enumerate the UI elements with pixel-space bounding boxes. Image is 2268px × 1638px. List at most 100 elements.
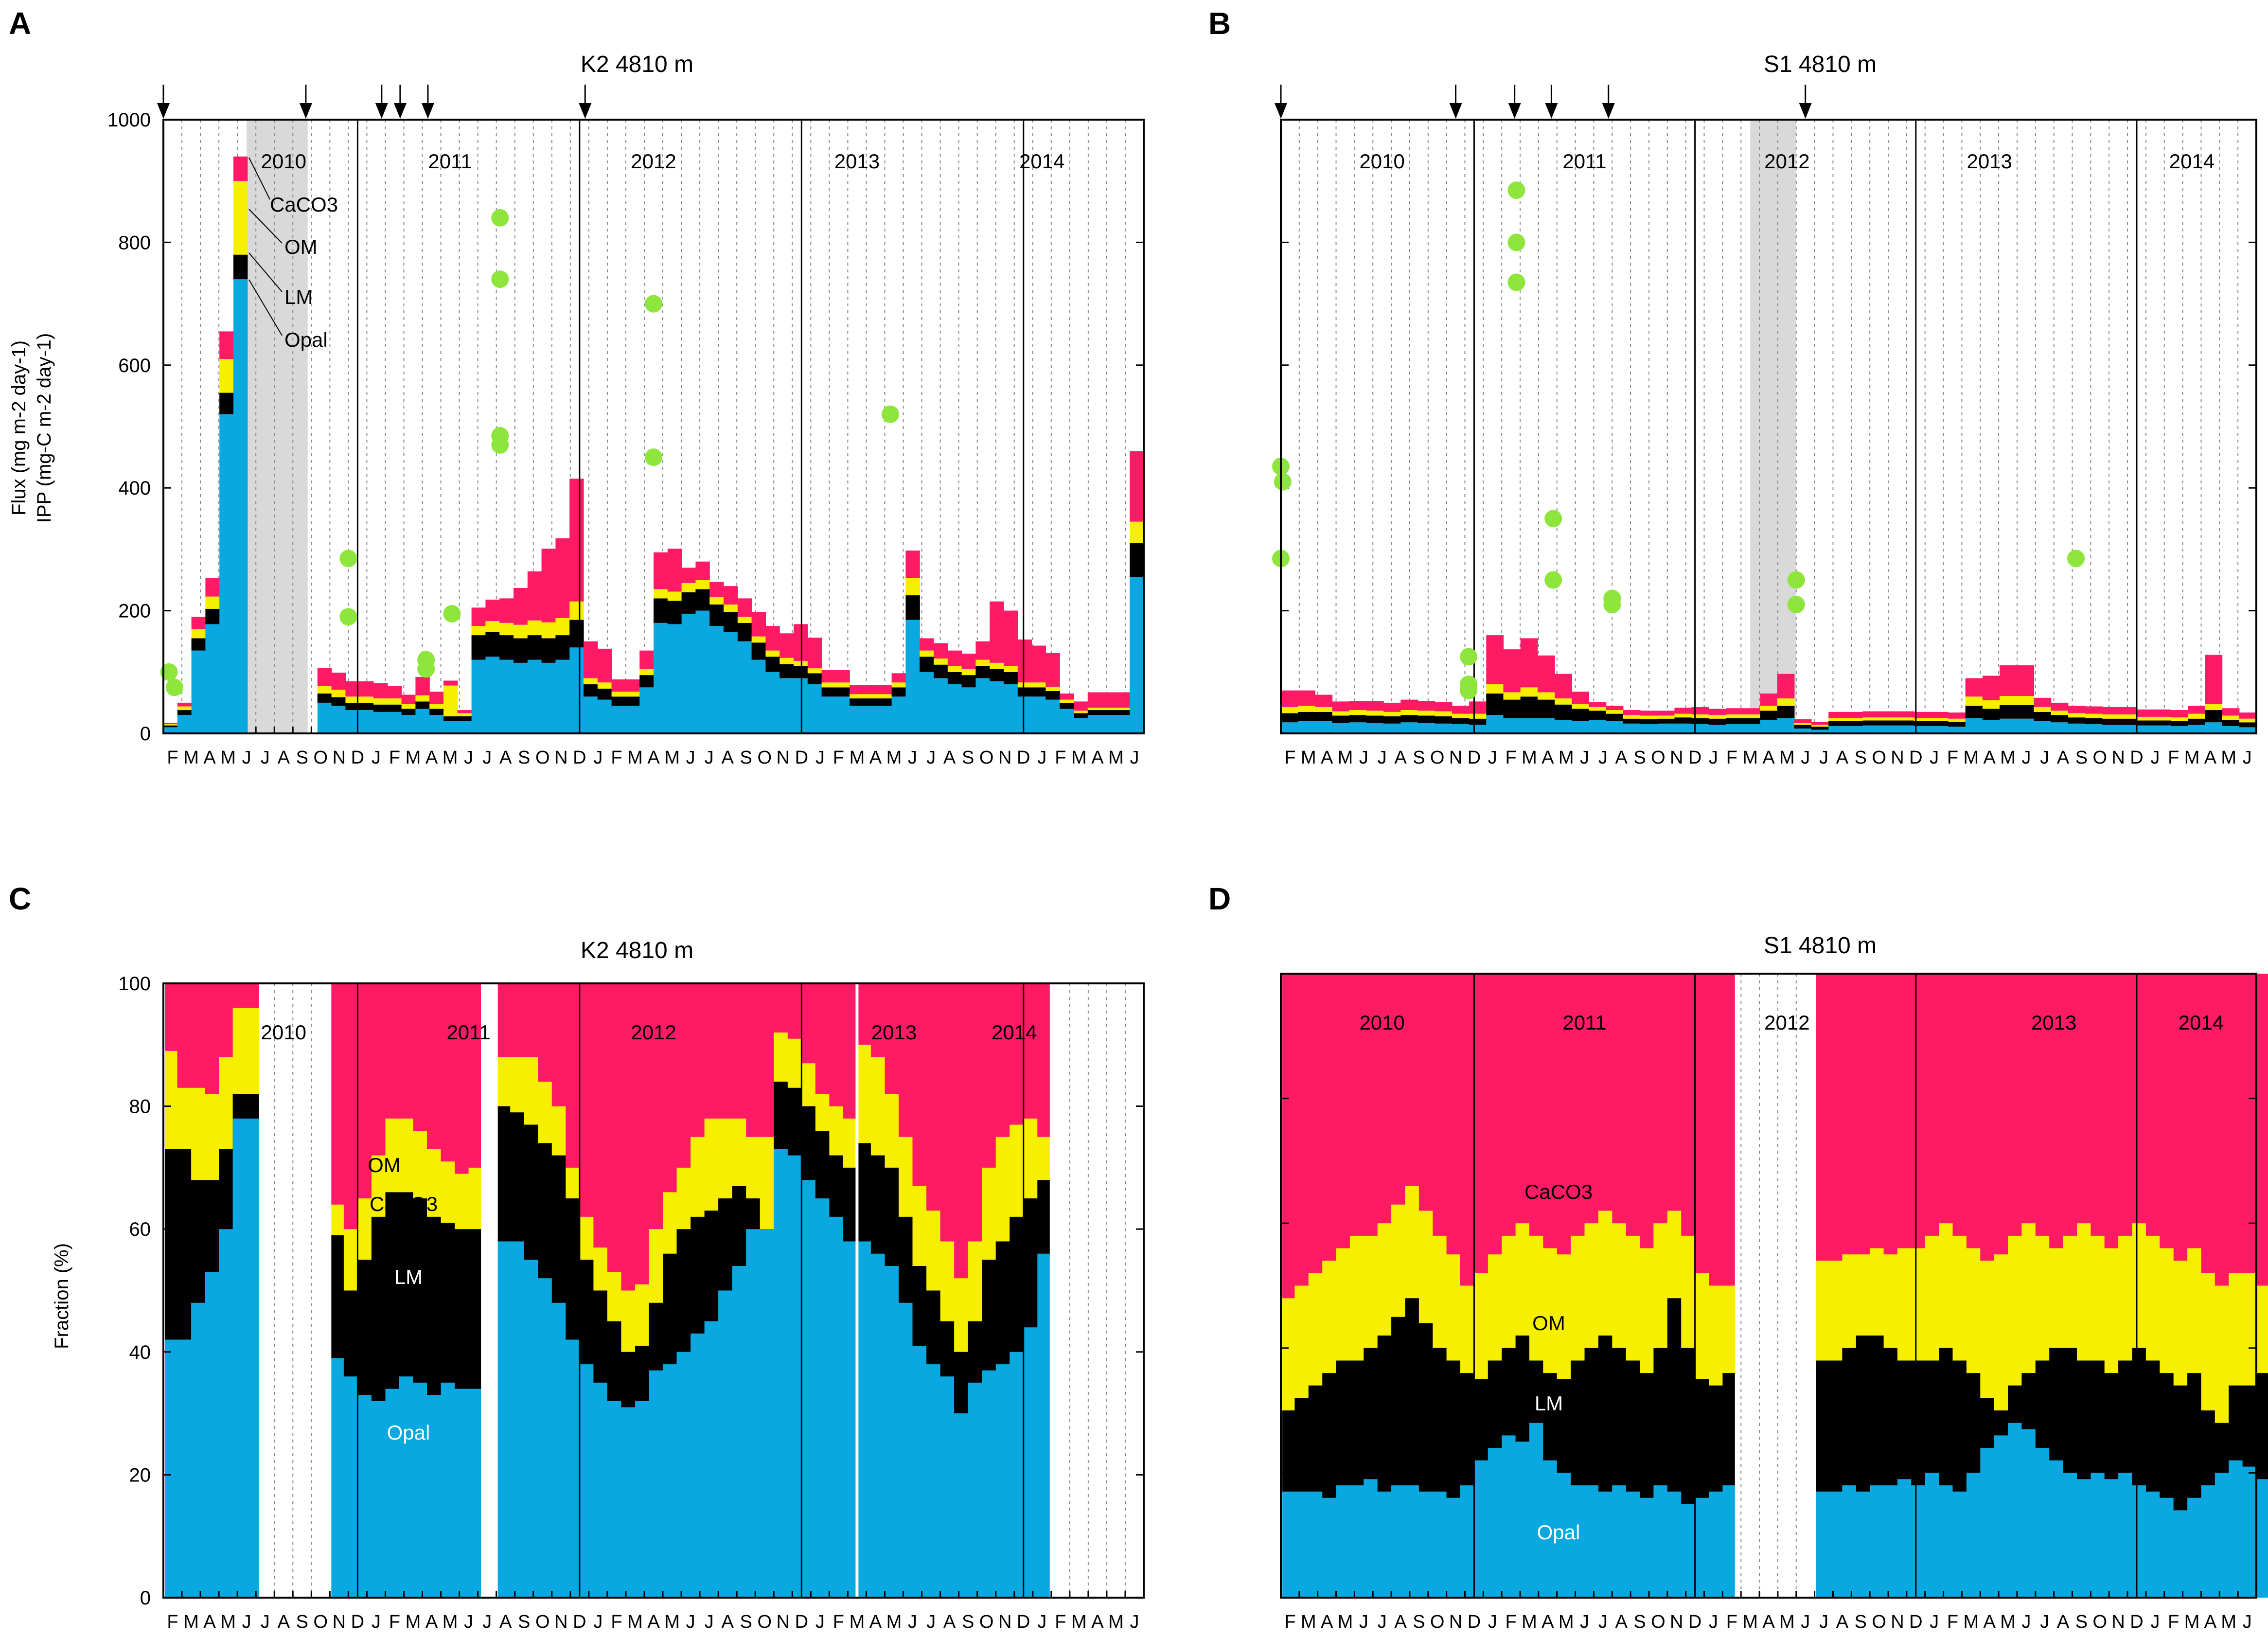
chart-d-month-label: S xyxy=(1413,1612,1425,1632)
chart-a-bar-opal xyxy=(1116,715,1130,733)
chart-b-bar-opal xyxy=(1691,724,1709,733)
chart-a-bar-lm xyxy=(990,669,1004,681)
chart-a-bar-caco3 xyxy=(584,641,598,678)
chart-b-bar-om xyxy=(1760,706,1778,711)
chart-a-month-label: N xyxy=(333,748,346,768)
chart-b-bar-caco3 xyxy=(1982,676,2000,700)
chart-b-bar-opal xyxy=(1332,723,1350,733)
chart-b-month-label: D xyxy=(1468,748,1481,768)
chart-a-bar-om xyxy=(177,706,192,711)
chart-d-area-opal xyxy=(1814,1423,2268,1598)
chart-a-month-label: O xyxy=(979,748,994,768)
chart-c-month-label: F xyxy=(833,1612,844,1632)
chart-b-bar-lm xyxy=(2068,717,2086,724)
chart-b-bar-lm xyxy=(1418,715,1435,723)
chart-c-year-label: 2013 xyxy=(871,1021,917,1044)
chart-a-bar-lm xyxy=(905,595,920,620)
chart-b-bar-opal xyxy=(2136,725,2154,733)
chart-c-month-label: D xyxy=(1017,1612,1030,1632)
chart-b-bar-opal xyxy=(1879,725,1897,733)
chart-a-ipp-point xyxy=(645,448,662,466)
chart-b-month-label: O xyxy=(1651,748,1666,768)
chart-a-bar-om xyxy=(765,650,780,657)
chart-c-ytick-label: 20 xyxy=(129,1464,151,1486)
chart-c-month-label: A xyxy=(203,1612,216,1632)
chart-b-bar-opal xyxy=(1520,718,1538,733)
chart-c-month-label: N xyxy=(554,1612,567,1632)
chart-a-bar-opal xyxy=(990,681,1004,733)
chart-c-month-label: J xyxy=(1130,1612,1139,1632)
chart-d-month-label: J xyxy=(2150,1612,2160,1632)
chart-b-bar-lm xyxy=(1674,717,1692,724)
ylabel-fraction: Fraction (%) xyxy=(51,1243,72,1349)
chart-d-month-label: F xyxy=(1506,1612,1517,1632)
chart-a-bar-caco3 xyxy=(219,331,234,359)
chart-b-bar-opal xyxy=(1777,718,1795,733)
chart-a-bar-opal xyxy=(877,706,892,733)
chart-b-bar-lm xyxy=(1657,718,1675,724)
chart-a-bar-om xyxy=(654,589,668,599)
chart-a-label-leader xyxy=(248,279,283,336)
chart-b-bar-om xyxy=(1726,714,1743,718)
chart-b-month-label: N xyxy=(2111,748,2125,768)
chart-a-bar-caco3 xyxy=(233,156,248,181)
chart-a-bar-lm xyxy=(780,664,794,678)
chart-a-bar-lm xyxy=(807,673,822,685)
chart-a-bar-om xyxy=(794,661,808,666)
chart-a-bar-om xyxy=(807,668,822,674)
chart-d-month-label: A xyxy=(1762,1612,1775,1632)
chart-b-bar-opal xyxy=(1589,720,1607,733)
chart-a-bar-caco3 xyxy=(850,685,864,694)
chart-a-bar-om xyxy=(864,694,878,699)
chart-c-month-label: A xyxy=(278,1612,290,1632)
chart-a-bar-lm xyxy=(724,612,738,632)
chart-b-bar-opal xyxy=(1845,726,1863,733)
chart-a-bar-opal xyxy=(219,414,234,733)
chart-b-bar-om xyxy=(2017,696,2035,705)
chart-b-bar-om xyxy=(1948,718,1966,722)
chart-a-bar-caco3 xyxy=(373,683,388,699)
chart-a-bar-om xyxy=(1074,711,1088,713)
chart-a-bar-caco3 xyxy=(514,588,528,625)
chart-a-bar-lm xyxy=(1060,702,1074,709)
chart-b-bar-opal xyxy=(2068,723,2086,733)
chart-b-bar-om xyxy=(1606,710,1624,714)
chart-a-bar-caco3 xyxy=(654,552,668,589)
chart-b-frame xyxy=(1280,119,2257,734)
chart-a-bar-caco3 xyxy=(1017,639,1032,683)
chart-c-month-label: J xyxy=(464,1612,473,1632)
chart-a-ytick-label: 200 xyxy=(118,601,151,622)
chart-a-bar-om xyxy=(401,704,416,709)
chart-c-area-opal xyxy=(163,1118,261,1598)
chart-b-bar-opal xyxy=(1469,725,1487,733)
chart-a-bar-opal xyxy=(359,710,374,733)
chart-b-month-label: A xyxy=(2204,748,2217,768)
chart-b-month-label: F xyxy=(2168,748,2179,768)
chart-a-bar-opal xyxy=(1045,699,1060,733)
chart-c-frame xyxy=(162,982,1145,1599)
chart-d-month-label: M xyxy=(2184,1612,2200,1632)
chart-b-bar-lm xyxy=(1555,704,1572,720)
chart-b-ipp-point xyxy=(1274,473,1292,491)
panel-letter-a: A xyxy=(9,6,31,41)
chart-b-bar-lm xyxy=(2085,718,2103,725)
chart-a-bar-caco3 xyxy=(317,667,332,686)
chart-a-bar-om xyxy=(695,580,710,589)
chart-d-month-label: D xyxy=(1468,1612,1481,1632)
chart-b-bar-caco3 xyxy=(1452,706,1470,714)
chart-b-bar-om xyxy=(1777,698,1795,706)
chart-b-bar-om xyxy=(1931,718,1949,721)
chart-b-year-label: 2012 xyxy=(1764,150,1809,173)
chart-a-bar-caco3 xyxy=(1087,692,1102,708)
chart-c-month-label: J xyxy=(1037,1612,1046,1632)
chart-a-month-label: O xyxy=(535,748,550,768)
chart-a-bar-om xyxy=(835,682,850,688)
chart-a-bar-lm xyxy=(864,698,878,706)
chart-a-ipp-point xyxy=(645,295,662,313)
chart-a-month-label: J xyxy=(908,748,917,768)
chart-d-year-label: 2011 xyxy=(1562,1011,1606,1034)
chart-c-month-label: J xyxy=(482,1612,492,1632)
chart-b-month-label: D xyxy=(1688,748,1701,768)
chart-b-bar-caco3 xyxy=(1520,638,1538,688)
chart-a-bar-caco3 xyxy=(527,571,542,621)
